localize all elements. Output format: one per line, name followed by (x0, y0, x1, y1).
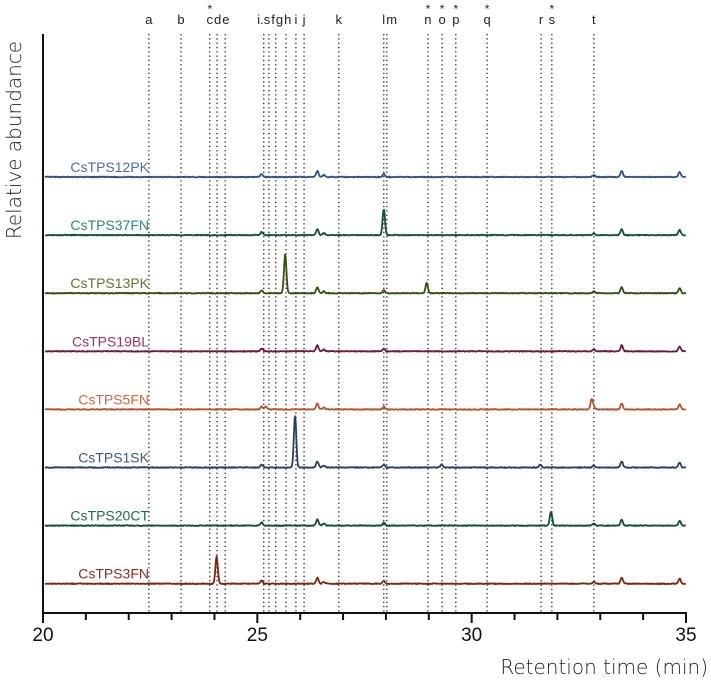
marker-star: * (207, 2, 212, 16)
marker-label-i.s: i.s (257, 12, 271, 27)
marker-label-k: k (336, 12, 343, 27)
marker-label-h: h (284, 12, 291, 27)
marker-star: * (440, 2, 445, 16)
marker-label-o: o (439, 12, 446, 27)
marker-label-l: l (382, 12, 385, 27)
marker-lines: a b c*d e i.s f g h i j k l m n*o*p*q*r s*t (145, 2, 596, 613)
traces: CsTPS12PK CsTPS37FN CsTPS13PK CsTPS19BL CsTP… (44, 159, 687, 585)
trace-CsTPS19BL (44, 344, 687, 353)
marker-star: * (426, 2, 431, 16)
x-tick-label: 20 (32, 625, 53, 646)
marker-label-j: j (302, 12, 306, 27)
x-tick-label: 30 (461, 625, 482, 646)
trace-CsTPS13PK (44, 253, 687, 295)
trace-CsTPS37FN (44, 208, 687, 237)
x-tick-label: 35 (675, 625, 696, 646)
x-tick-label: 25 (247, 625, 268, 646)
series-label-CsTPS1SK: CsTPS1SK (78, 450, 149, 466)
trace-CsTPS12PK (44, 170, 687, 179)
x-axis-label: Retention time (min) (500, 655, 708, 679)
marker-star: * (453, 2, 458, 16)
marker-label-a: a (145, 12, 153, 27)
marker-label-t: t (592, 12, 596, 27)
trace-CsTPS5FN (44, 398, 687, 411)
series-label-CsTPS37FN: CsTPS37FN (70, 217, 149, 233)
axes: 20 25 30 35 (32, 34, 697, 646)
marker-label-e: e (222, 12, 229, 27)
series-label-CsTPS12PK: CsTPS12PK (70, 159, 149, 175)
series-label-CsTPS13PK: CsTPS13PK (70, 275, 149, 291)
marker-label-m: m (386, 12, 397, 27)
y-axis-label: Relative abundance (2, 41, 26, 239)
marker-label-f: f (271, 12, 275, 27)
marker-label-b: b (177, 12, 184, 27)
trace-CsTPS20CT (44, 511, 687, 527)
marker-label-n: n (424, 12, 431, 27)
marker-label-r: r (539, 12, 544, 27)
marker-label-s: s (549, 12, 556, 27)
marker-label-g: g (276, 12, 283, 27)
marker-label-q: q (484, 12, 491, 27)
marker-label-c: c (207, 12, 214, 27)
marker-label-p: p (452, 12, 459, 27)
marker-star: * (485, 2, 490, 16)
marker-star: * (549, 2, 554, 16)
series-label-CsTPS5FN: CsTPS5FN (78, 391, 149, 407)
series-label-CsTPS19BL: CsTPS19BL (72, 333, 149, 349)
trace-CsTPS3FN (44, 555, 687, 585)
series-label-CsTPS20CT: CsTPS20CT (70, 508, 149, 524)
series-label-CsTPS3FN: CsTPS3FN (78, 566, 149, 582)
trace-CsTPS1SK (44, 415, 687, 469)
marker-label-i: i (295, 12, 298, 27)
marker-label-d: d (214, 12, 221, 27)
